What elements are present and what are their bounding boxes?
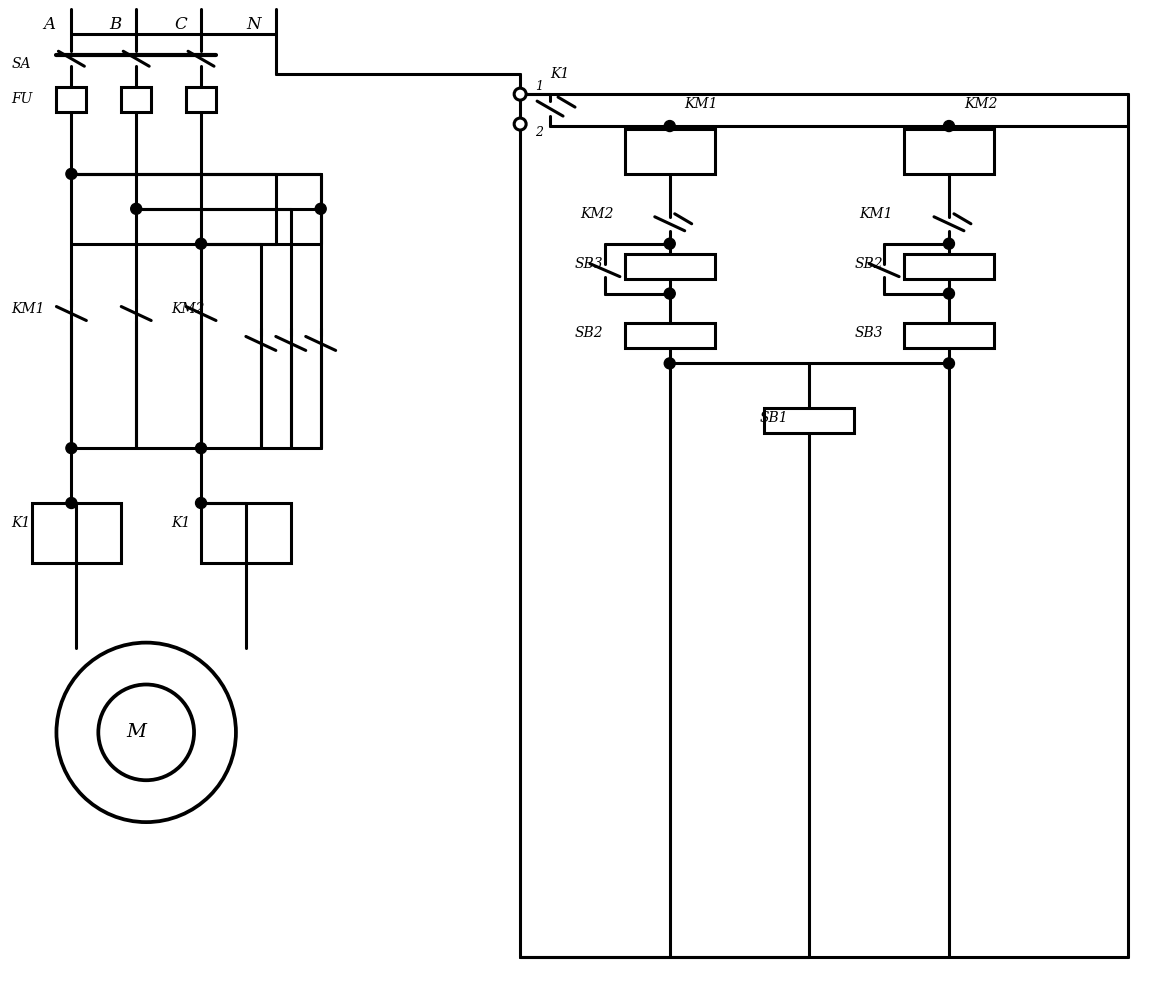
Bar [31,503,122,562]
Circle shape [943,288,955,299]
Circle shape [664,238,676,249]
Text: 2: 2 [535,126,543,138]
Circle shape [943,121,955,131]
Bar [56,87,86,112]
Text: KM1: KM1 [685,97,718,111]
Text: 1: 1 [535,80,543,93]
Circle shape [664,288,676,299]
Bar [764,408,854,433]
Text: B: B [109,16,122,33]
Circle shape [195,443,207,454]
Bar [122,87,152,112]
Text: M: M [126,724,146,741]
Circle shape [195,498,207,508]
Text: SB2: SB2 [854,257,882,271]
Text: KM1: KM1 [859,207,893,221]
Text: N: N [246,16,261,33]
Text: SA: SA [11,57,31,72]
Bar [186,87,216,112]
Bar [625,324,715,349]
Circle shape [65,443,77,454]
Bar [201,503,291,562]
Text: KM1: KM1 [11,301,45,316]
Circle shape [664,358,676,369]
Text: SB2: SB2 [574,327,603,341]
Bar [904,324,994,349]
Bar [625,254,715,278]
Circle shape [195,238,207,249]
Circle shape [131,204,141,215]
Text: C: C [175,16,187,33]
Text: FU: FU [11,92,33,106]
Text: SB3: SB3 [854,327,882,341]
Circle shape [65,498,77,508]
Text: K1: K1 [11,516,31,530]
Circle shape [315,204,326,215]
Circle shape [515,119,525,129]
Circle shape [65,168,77,179]
Bar [904,254,994,278]
Circle shape [943,238,955,249]
Circle shape [664,121,676,131]
Text: KM2: KM2 [580,207,614,221]
Text: KM2: KM2 [171,301,205,316]
Text: KM2: KM2 [964,97,997,111]
Bar [625,129,715,174]
Circle shape [515,89,525,99]
Text: K1: K1 [171,516,191,530]
Circle shape [943,358,955,369]
Text: SB3: SB3 [574,257,603,271]
Text: A: A [44,16,55,33]
Text: K1: K1 [550,68,569,82]
Bar [904,129,994,174]
Text: SB1: SB1 [759,411,788,425]
